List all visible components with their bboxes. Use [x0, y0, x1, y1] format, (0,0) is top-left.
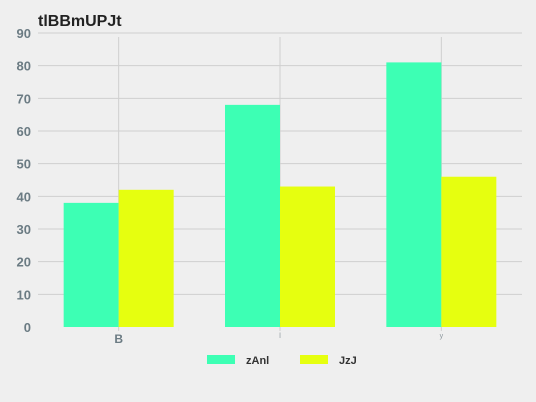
y-tick-label: 20: [17, 255, 31, 270]
bar: [225, 104, 280, 327]
x-tick-label: y: [440, 333, 444, 340]
x-tick-label: B: [114, 332, 123, 346]
legend-label: zAnl: [246, 355, 269, 367]
bar: [386, 62, 442, 328]
y-tick-label: 40: [17, 189, 31, 204]
y-tick-label: 50: [17, 157, 31, 172]
bar: [280, 186, 335, 327]
bar: [63, 202, 119, 327]
bar: [118, 189, 174, 327]
chart-title: tlBBmUPJt: [38, 13, 122, 30]
y-tick-label: 90: [17, 26, 31, 41]
bars: [63, 62, 497, 328]
y-tick-label: 70: [17, 91, 31, 106]
y-axis-ticks: 0 10 20 30 40 50 60 70 80 90: [17, 26, 31, 335]
y-tick-label: 0: [24, 320, 31, 335]
bar: [441, 176, 497, 327]
y-tick-label: 60: [17, 124, 31, 139]
y-tick-label: 80: [17, 59, 31, 74]
legend-label: JzJ: [339, 355, 357, 367]
y-tick-label: 10: [17, 287, 31, 302]
legend: zAnl JzJ: [207, 355, 357, 367]
legend-swatch: [300, 355, 328, 364]
y-tick-label: 30: [17, 222, 31, 237]
legend-swatch: [207, 355, 235, 364]
x-tick-label: l: [279, 333, 281, 340]
